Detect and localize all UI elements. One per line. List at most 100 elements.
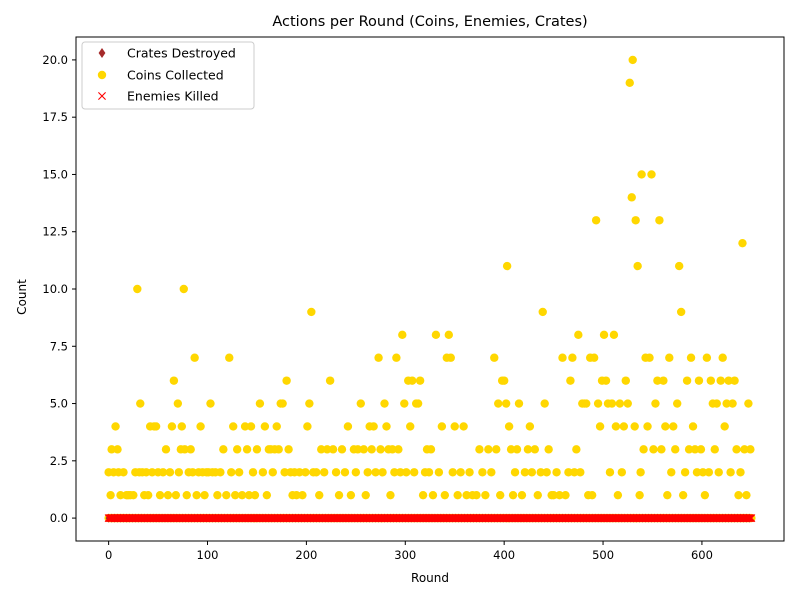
coin-point [637,170,646,179]
coin-point [671,445,680,454]
coin-point [530,445,540,454]
legend-box [81,41,255,110]
coin-point [587,490,597,500]
coin-point [317,445,326,454]
coin-point [639,445,648,454]
coin-point [142,468,151,477]
coin-point [450,422,459,431]
chart-title: Actions per Round (Coins, Enemies, Crate… [272,14,587,30]
coin-point [418,490,428,500]
coin-point [517,490,527,500]
coin-point [631,216,640,225]
coin-point [258,468,268,477]
coin-point [659,376,668,385]
coin-point [502,261,512,271]
coin-point [704,468,714,477]
coin-point [728,399,737,408]
coin-point [651,399,660,408]
coin-point [382,422,391,431]
coin-point [611,422,621,431]
coin-point [272,422,281,431]
coin-point [716,376,725,385]
y-tick-label: 17.5 [42,110,68,124]
coin-point [320,468,329,477]
coin-point [169,376,179,385]
coin-point [402,468,411,477]
coin-point [472,490,481,500]
coin-point [227,468,236,477]
coin-point [107,445,116,454]
coin-point [576,468,585,477]
coin-point [627,193,636,202]
x-tick-label: 400 [493,548,515,562]
coin-point [133,284,142,294]
y-tick-label: 15.0 [42,167,68,181]
coin-point [242,445,252,454]
coin-point [742,490,751,500]
coin-point [657,445,666,454]
coin-point [643,422,652,431]
coin-point [501,399,511,408]
coin-point [595,422,605,431]
coin-point [680,468,690,477]
coin-point [564,468,573,477]
coin-point [334,490,344,500]
coin-point [158,468,168,477]
coin-point [667,468,676,477]
coin-point [459,422,468,431]
x-tick-label: 600 [691,548,713,562]
y-tick-label: 20.0 [42,53,68,67]
coin-point [514,399,524,408]
coin-point [492,445,501,454]
coin-point [437,422,447,431]
legend-coins-marker [97,70,107,80]
coin-point [665,353,674,362]
coin-point [702,353,712,362]
coin-point [444,330,453,340]
coin-point [744,399,753,408]
coin-point [465,468,474,477]
coin-point [280,468,289,477]
coin-point [190,353,199,362]
coin-point [481,490,490,500]
coin-point [200,490,209,500]
coin-point [696,445,706,454]
coin-point [119,468,128,477]
coin-point [619,422,629,431]
coin-point [738,238,747,248]
coin-point [647,170,656,179]
coin-point [268,468,277,477]
coin-point [424,468,434,477]
coin-point [448,468,457,477]
coin-point [536,468,545,477]
coin-point [625,78,634,88]
coin-point [630,422,639,431]
coin-point [147,468,157,477]
coin-point [161,445,171,454]
coin-point [692,468,702,477]
coin-point [415,376,425,385]
y-tick-label: 12.5 [42,225,68,239]
coin-point [250,490,260,500]
coin-point [574,330,583,340]
coin-point [682,376,692,385]
coin-point [561,490,570,500]
coin-point [628,55,637,65]
coin-point [520,468,530,477]
coin-point [196,422,205,431]
coin-point [231,490,240,500]
coin-point [282,376,291,385]
coin-point [601,376,611,385]
coin-point [653,376,662,385]
coin-point [298,490,307,500]
coin-point [180,445,189,454]
coin-point [179,284,188,294]
coin-point [394,445,403,454]
coin-point [673,399,682,408]
coin-point [229,422,238,431]
coin-point [462,490,471,500]
coin-point [171,490,181,500]
coin-point [635,490,644,500]
y-tick-label: 0.0 [50,511,68,525]
coin-point [724,376,733,385]
